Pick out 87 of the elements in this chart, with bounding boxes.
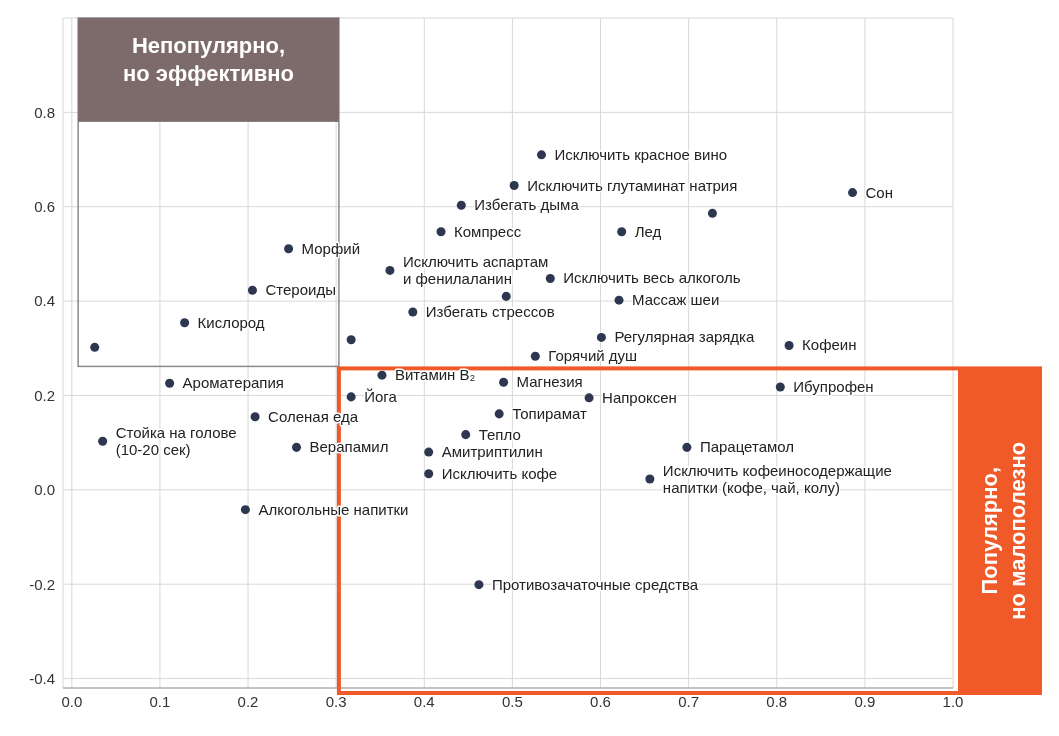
annotation: Исключить весь алкоголь xyxy=(563,269,741,287)
y-tick-label: 0.2 xyxy=(34,386,55,404)
point xyxy=(165,378,175,388)
point xyxy=(596,332,606,342)
x-tick-label: 1.0 xyxy=(942,692,964,710)
point xyxy=(707,208,717,218)
point xyxy=(250,412,260,422)
annotation: Регулярная зарядка xyxy=(614,328,756,346)
point xyxy=(494,409,504,419)
annotation: Ароматерапия xyxy=(182,374,284,392)
annotation: Избегать дыма xyxy=(474,196,580,214)
point xyxy=(247,285,257,295)
point xyxy=(346,392,356,402)
point xyxy=(530,351,540,361)
annotation: Горячий душ xyxy=(548,347,638,365)
point xyxy=(456,200,466,210)
point xyxy=(346,335,356,345)
point xyxy=(645,474,655,484)
annotation: Избегать стрессов xyxy=(425,302,555,320)
annotation: Сон xyxy=(865,183,894,201)
annotation: Морфий xyxy=(301,239,361,257)
annotation: Стероиды xyxy=(265,281,336,299)
x-tick-label: 0.1 xyxy=(149,692,171,710)
annotation: Топирамат xyxy=(512,404,588,422)
point xyxy=(90,342,100,352)
point xyxy=(784,340,794,350)
annotation: Компресс xyxy=(454,222,522,240)
annotation: Йога xyxy=(364,387,398,405)
x-tick-label: 0.7 xyxy=(678,692,700,710)
annotation: Массаж шеи xyxy=(632,291,720,309)
point xyxy=(292,442,302,452)
y-tick-label: -0.4 xyxy=(29,669,55,687)
y-tick-label: 0.8 xyxy=(34,103,55,121)
annotation: Противозачаточные средства xyxy=(491,575,699,593)
annotation: Ибупрофен xyxy=(793,377,874,395)
annotation: Исключить кофе xyxy=(441,464,558,482)
point xyxy=(436,227,446,237)
point xyxy=(848,188,858,198)
annotation: Тепло xyxy=(478,425,521,443)
annotation: Исключить кофеиносодержащие напитки (кофе, чай, колу) xyxy=(662,461,892,496)
point xyxy=(682,442,692,452)
point xyxy=(284,244,294,254)
point xyxy=(98,436,108,446)
point xyxy=(385,265,395,275)
point xyxy=(408,307,418,317)
annotation: Лед xyxy=(634,222,662,240)
point xyxy=(180,318,190,328)
annotation: Магнезия xyxy=(516,373,583,391)
annotation: Кислород xyxy=(197,313,265,331)
y-tick-label: 0.0 xyxy=(34,481,55,499)
point xyxy=(499,377,509,387)
text: Популярно, но малополезно xyxy=(977,441,1030,620)
point xyxy=(377,370,387,380)
point xyxy=(501,291,511,301)
point xyxy=(424,447,434,457)
point xyxy=(509,180,519,191)
annotation: Амитриптилин xyxy=(441,443,543,461)
annotation: Стойка на голове (10-20 сек) xyxy=(115,424,237,459)
annotation: Парацетамол xyxy=(699,438,795,456)
point xyxy=(536,150,546,160)
x-tick-label: 0.2 xyxy=(237,692,259,710)
point xyxy=(545,273,555,283)
point xyxy=(424,469,434,479)
y-tick-label: 0.4 xyxy=(34,292,55,310)
x-tick-label: 0.3 xyxy=(325,692,347,710)
x-tick-label: 0.5 xyxy=(501,692,523,710)
annotation: Исключить красное вино xyxy=(554,145,728,163)
point xyxy=(617,227,627,237)
x-tick-label: 0.9 xyxy=(854,692,876,710)
point xyxy=(775,382,785,392)
x-tick-label: 0.6 xyxy=(590,692,611,710)
x-tick-label: 0.0 xyxy=(61,692,83,710)
point xyxy=(584,393,594,403)
point xyxy=(614,295,624,305)
y-tick-label: 0.6 xyxy=(34,198,55,216)
annotation: Исключить аспартам и фенилаланин xyxy=(402,253,549,288)
annotation: Исключить глутаминат натрия xyxy=(527,176,738,194)
point xyxy=(240,505,250,515)
point xyxy=(474,580,484,590)
y-tick-label: -0.2 xyxy=(29,575,55,593)
x-tick-label: 0.4 xyxy=(413,692,435,710)
x-tick-label: 0.8 xyxy=(766,692,788,710)
point xyxy=(461,430,471,440)
annotation: Кофеин xyxy=(802,336,857,354)
annotation: Витамин B₂ xyxy=(394,366,476,384)
annotation: Непопулярно, но эффективно xyxy=(123,33,295,86)
annotation: Напроксен xyxy=(602,388,677,406)
